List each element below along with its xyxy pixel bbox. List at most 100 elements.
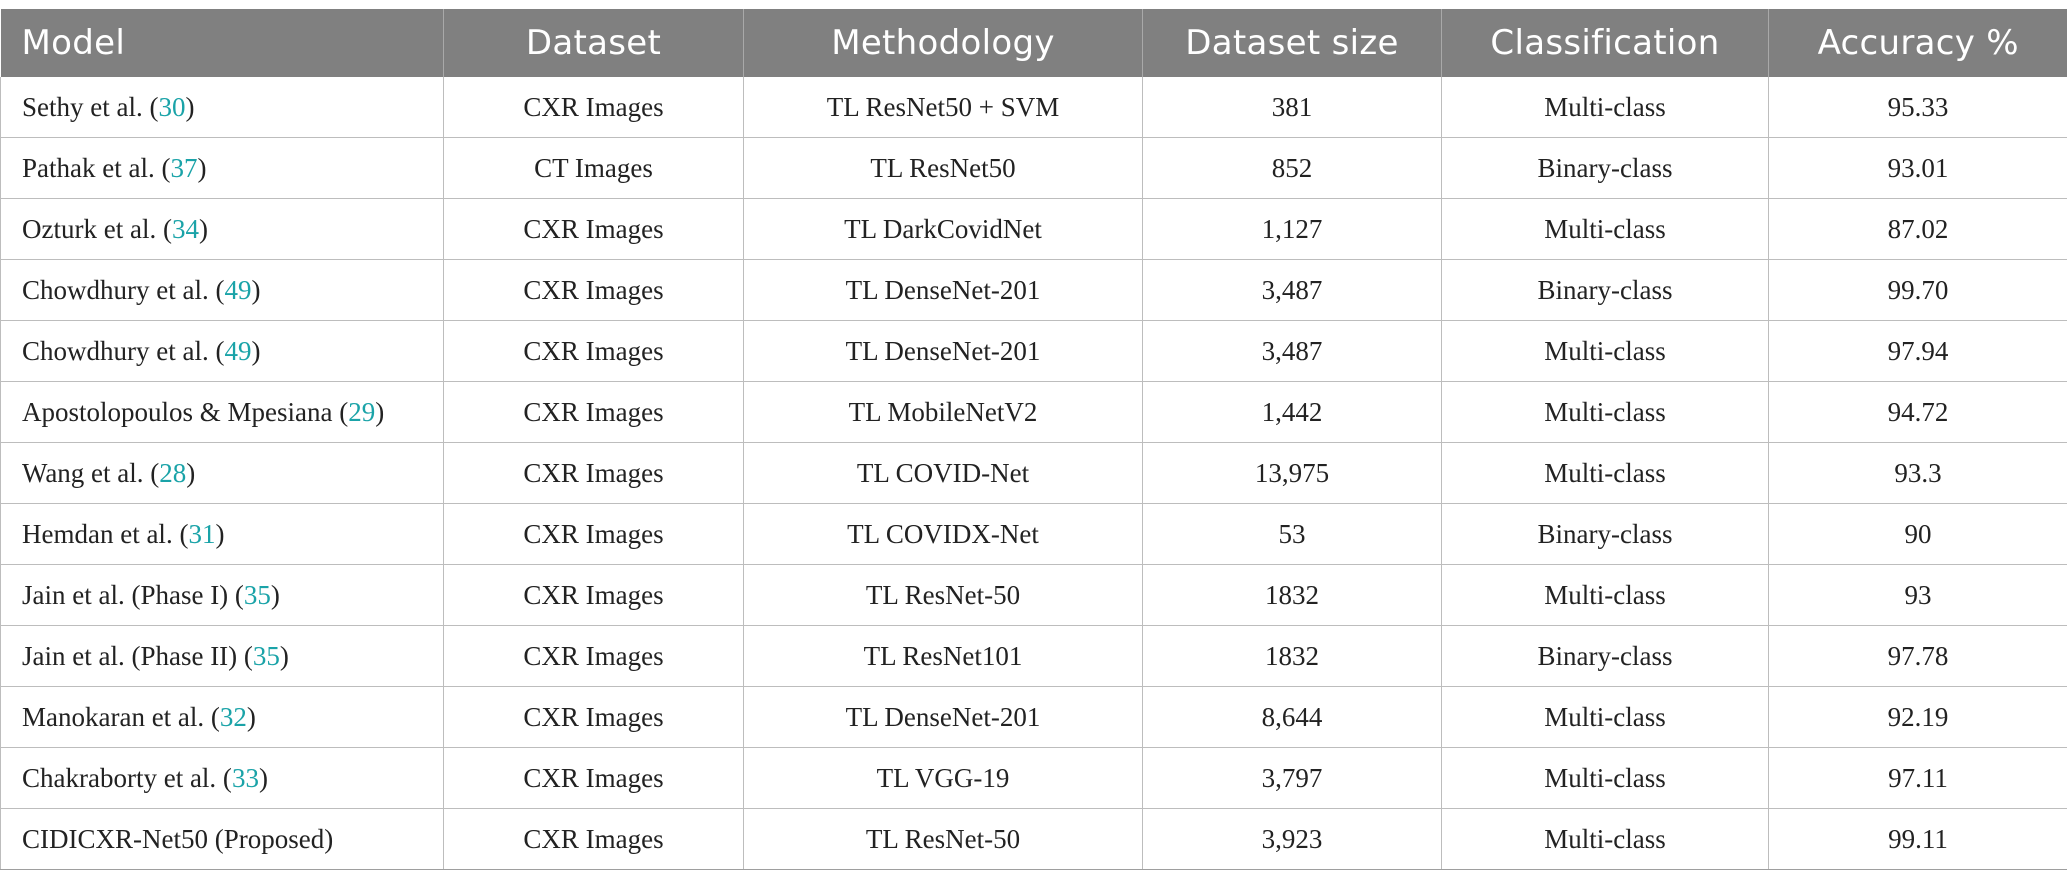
- cell-classification: Multi-class: [1441, 442, 1769, 504]
- cell-methodology: TL DenseNet-201: [743, 320, 1143, 382]
- reference-link[interactable]: 33: [231, 762, 259, 793]
- table-row: Jain et al. (Phase II) (35) CXR Images TL …: [0, 625, 2067, 687]
- model-name: Pathak et al. (: [22, 152, 171, 183]
- reference-link[interactable]: 35: [252, 640, 280, 671]
- header-dataset: Dataset: [443, 9, 744, 77]
- model-name: Chowdhury et al. (: [22, 335, 225, 366]
- cell-dataset-size: 3,487: [1142, 259, 1442, 321]
- cell-methodology: TL ResNet50 + SVM: [743, 77, 1143, 138]
- cell-dataset-size: 3,797: [1142, 747, 1442, 809]
- cell-classification: Binary-class: [1441, 625, 1769, 687]
- reference-link[interactable]: 37: [170, 152, 198, 183]
- cell-classification: Multi-class: [1441, 686, 1769, 748]
- cell-dataset: CXR Images: [443, 625, 744, 687]
- cell-accuracy: 95.33: [1768, 77, 2067, 138]
- reference-close-paren: ): [215, 518, 225, 549]
- cell-dataset-size: 53: [1142, 503, 1442, 565]
- reference-link[interactable]: 35: [243, 579, 271, 610]
- table-row: CIDICXR-Net50 (Proposed) CXR Images TL Res…: [0, 808, 2067, 870]
- cell-accuracy: 93.3: [1768, 442, 2067, 504]
- cell-dataset: CXR Images: [443, 808, 744, 870]
- cell-model: Hemdan et al. (31): [0, 503, 444, 565]
- cell-model: Manokaran et al. (32): [0, 686, 444, 748]
- table-body: Sethy et al. (30) CXR Images TL ResNet50 +…: [0, 77, 2067, 870]
- model-name: Manokaran et al. (: [22, 701, 220, 732]
- cell-dataset-size: 1832: [1142, 564, 1442, 626]
- cell-model: Chakraborty et al. (33): [0, 747, 444, 809]
- cell-model: Jain et al. (Phase II) (35): [0, 625, 444, 687]
- comparison-table-container: Model Dataset Methodology Dataset size C…: [0, 9, 2067, 870]
- table-row: Jain et al. (Phase I) (35) CXR Images TL R…: [0, 564, 2067, 626]
- cell-methodology: TL COVID-Net: [743, 442, 1143, 504]
- cell-dataset: CXR Images: [443, 686, 744, 748]
- reference-link[interactable]: 30: [158, 91, 186, 122]
- cell-dataset: CXR Images: [443, 259, 744, 321]
- cell-methodology: TL ResNet-50: [743, 808, 1143, 870]
- cell-accuracy: 87.02: [1768, 198, 2067, 260]
- model-name: Jain et al. (Phase II) (: [22, 640, 253, 671]
- cell-dataset-size: 1832: [1142, 625, 1442, 687]
- reference-close-paren: ): [185, 91, 195, 122]
- cell-classification: Multi-class: [1441, 77, 1769, 138]
- model-name: Hemdan et al. (: [22, 518, 189, 549]
- table-row: Pathak et al. (37) CT Images TL ResNet50 85…: [0, 137, 2067, 199]
- cell-dataset: CXR Images: [443, 442, 744, 504]
- model-name: Wang et al. (: [22, 457, 160, 488]
- model-name: Chowdhury et al. (: [22, 274, 225, 305]
- comparison-table: Model Dataset Methodology Dataset size C…: [0, 9, 2067, 870]
- reference-close-paren: ): [279, 640, 289, 671]
- cell-dataset-size: 8,644: [1142, 686, 1442, 748]
- cell-model: Chowdhury et al. (49): [0, 259, 444, 321]
- cell-classification: Multi-class: [1441, 320, 1769, 382]
- cell-dataset: CXR Images: [443, 320, 744, 382]
- cell-model: Chowdhury et al. (49): [0, 320, 444, 382]
- table-header: Model Dataset Methodology Dataset size C…: [0, 9, 2067, 77]
- model-name: Ozturk et al. (: [22, 213, 172, 244]
- reference-link[interactable]: 49: [224, 335, 252, 366]
- cell-model: Apostolopoulos & Mpesiana (29): [0, 381, 444, 443]
- model-name: Chakraborty et al. (: [22, 762, 232, 793]
- cell-dataset-size: 3,487: [1142, 320, 1442, 382]
- cell-accuracy: 97.94: [1768, 320, 2067, 382]
- cell-accuracy: 90: [1768, 503, 2067, 565]
- cell-dataset: CXR Images: [443, 503, 744, 565]
- cell-model: Wang et al. (28): [0, 442, 444, 504]
- table-row: Chowdhury et al. (49) CXR Images TL DenseN…: [0, 320, 2067, 382]
- cell-dataset-size: 13,975: [1142, 442, 1442, 504]
- table-row: Chowdhury et al. (49) CXR Images TL DenseN…: [0, 259, 2067, 321]
- cell-classification: Binary-class: [1441, 137, 1769, 199]
- reference-link[interactable]: 32: [219, 701, 247, 732]
- cell-classification: Multi-class: [1441, 747, 1769, 809]
- table-row: Hemdan et al. (31) CXR Images TL COVIDX-Ne…: [0, 503, 2067, 565]
- cell-methodology: TL ResNet-50: [743, 564, 1143, 626]
- cell-accuracy: 97.78: [1768, 625, 2067, 687]
- cell-accuracy: 92.19: [1768, 686, 2067, 748]
- reference-close-paren: ): [198, 213, 208, 244]
- cell-methodology: TL VGG-19: [743, 747, 1143, 809]
- reference-link[interactable]: 49: [224, 274, 252, 305]
- reference-link[interactable]: 28: [159, 457, 187, 488]
- cell-dataset: CXR Images: [443, 747, 744, 809]
- cell-dataset-size: 3,923: [1142, 808, 1442, 870]
- reference-link[interactable]: 31: [188, 518, 216, 549]
- cell-methodology: TL COVIDX-Net: [743, 503, 1143, 565]
- table-row: Apostolopoulos & Mpesiana (29) CXR Images…: [0, 381, 2067, 443]
- cell-methodology: TL DenseNet-201: [743, 686, 1143, 748]
- table-row: Ozturk et al. (34) CXR Images TL DarkCovid…: [0, 198, 2067, 260]
- cell-accuracy: 99.11: [1768, 808, 2067, 870]
- header-dataset-size: Dataset size: [1142, 9, 1442, 77]
- cell-classification: Binary-class: [1441, 259, 1769, 321]
- reference-close-paren: ): [197, 152, 207, 183]
- cell-classification: Binary-class: [1441, 503, 1769, 565]
- reference-link[interactable]: 29: [348, 396, 376, 427]
- reference-close-paren: ): [258, 762, 268, 793]
- cell-methodology: TL DenseNet-201: [743, 259, 1143, 321]
- reference-link[interactable]: 34: [171, 213, 199, 244]
- reference-close-paren: ): [251, 274, 261, 305]
- cell-dataset: CT Images: [443, 137, 744, 199]
- cell-dataset: CXR Images: [443, 381, 744, 443]
- header-model: Model: [0, 9, 444, 77]
- cell-accuracy: 97.11: [1768, 747, 2067, 809]
- cell-classification: Multi-class: [1441, 808, 1769, 870]
- header-methodology: Methodology: [743, 9, 1143, 77]
